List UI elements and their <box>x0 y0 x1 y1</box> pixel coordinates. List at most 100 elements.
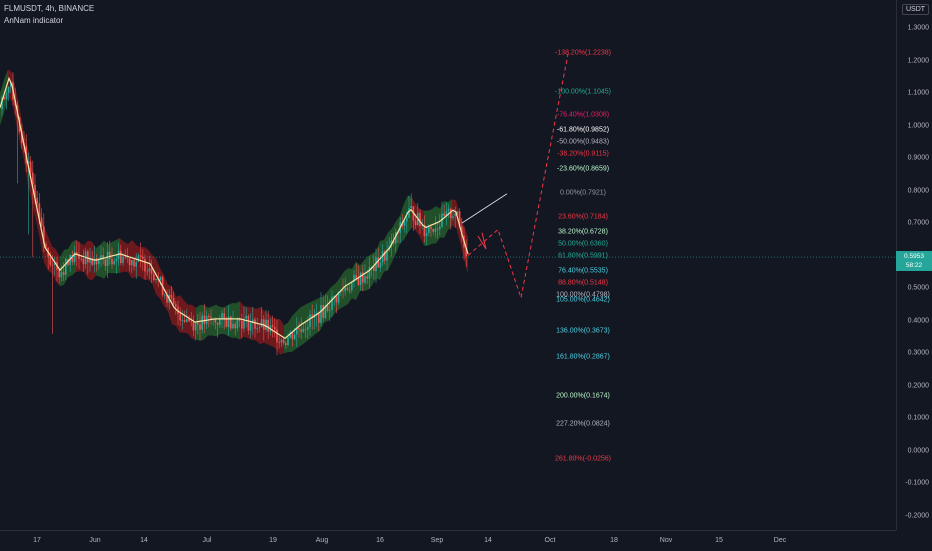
candle-body <box>133 260 135 267</box>
candle-body <box>373 266 375 272</box>
candle-body <box>386 250 388 261</box>
candle-body <box>3 97 5 100</box>
time-tick-label: Aug <box>315 537 329 544</box>
price-tick-label: 0.4000 <box>907 317 929 324</box>
candle-body <box>7 86 10 93</box>
candle-body <box>337 291 340 303</box>
candle-body <box>93 258 96 265</box>
candle-body <box>122 256 124 264</box>
candle-body <box>254 319 256 329</box>
candle-body <box>78 254 80 259</box>
candle-body <box>454 213 456 217</box>
symbol-title[interactable]: FLMUSDT, 4h, BINANCE <box>4 4 95 13</box>
candle-body <box>285 343 287 346</box>
candle-body <box>344 287 346 292</box>
candle-body <box>172 297 175 305</box>
candle-body <box>445 211 448 216</box>
candle-body <box>452 216 454 219</box>
candle-body <box>21 131 23 144</box>
candle-body <box>150 268 153 274</box>
candle-body <box>10 82 12 87</box>
candle-body <box>430 227 432 229</box>
candle-body <box>419 212 421 226</box>
bar-countdown: 58:22 <box>905 262 923 269</box>
candle-body <box>298 328 300 330</box>
candle-body <box>227 316 230 328</box>
price-tick-label: 0.9000 <box>907 154 929 162</box>
fib-level-label: -100.00%(1.1045) <box>554 88 612 96</box>
candle-body <box>392 240 395 244</box>
candle-body <box>421 225 423 226</box>
fib-level-label: 0.00%(0.7921) <box>560 189 606 197</box>
candle-body <box>434 228 437 232</box>
candle-body <box>260 319 263 328</box>
candle-body <box>322 305 324 318</box>
candle-body <box>465 247 467 257</box>
candle-body <box>186 319 188 322</box>
candle-body <box>258 327 261 329</box>
candle-body <box>38 203 41 218</box>
time-tick-label: 18 <box>610 537 618 544</box>
cloud-band <box>424 210 428 246</box>
candle-body <box>80 258 82 260</box>
candle-body <box>221 313 223 319</box>
candle-body <box>76 252 78 255</box>
cloud-band <box>212 304 216 337</box>
candle-body <box>348 289 351 291</box>
candle-body <box>329 309 331 311</box>
candle-body <box>324 305 327 318</box>
candle-body <box>60 271 63 278</box>
candle-body <box>159 276 162 281</box>
candle-body <box>89 258 91 263</box>
candle-body <box>436 228 439 230</box>
candle-body <box>355 274 357 279</box>
candle-body <box>65 258 67 275</box>
time-tick-label: 16 <box>376 537 384 544</box>
time-axis[interactable]: 17 Jun 14 Jul 19 Aug 16 Sep 14 Oct 18 Nov 15 Dec <box>0 530 896 551</box>
candle-body <box>203 315 206 325</box>
candle-body <box>183 320 186 322</box>
candle-body <box>423 225 426 237</box>
time-tick-label: Jul <box>202 537 212 544</box>
price-chart[interactable] <box>0 0 896 530</box>
candle-body <box>282 339 285 344</box>
candle-body <box>410 206 412 209</box>
candle-body <box>73 252 76 262</box>
candle-body <box>190 321 192 323</box>
candle-body <box>381 251 384 263</box>
candle-body <box>447 208 450 212</box>
candle-body <box>36 198 38 204</box>
time-tick-label: Sep <box>430 537 444 544</box>
candle-body <box>29 161 32 173</box>
candle-body <box>194 322 197 331</box>
price-tick-label: -0.2000 <box>905 512 929 519</box>
price-tick-label: 0.2000 <box>907 382 929 389</box>
candle-body <box>62 271 65 275</box>
candle-body <box>366 276 368 279</box>
candle-body <box>234 323 236 329</box>
cloud-band <box>436 206 440 244</box>
fib-level-label: -61.80%(0.9852) <box>556 126 610 134</box>
candle-body <box>49 256 52 265</box>
candle-body <box>439 226 441 230</box>
candle-body <box>100 255 102 260</box>
candle-body <box>179 313 181 321</box>
chart-area[interactable]: FLMUSDT, 4h, BINANCE AnNam indicator -13… <box>0 0 896 530</box>
candle-body <box>357 278 360 286</box>
fib-level-label: 261.80%(-0.0256) <box>554 455 612 463</box>
candle-body <box>124 256 126 258</box>
candle-body <box>315 312 318 315</box>
price-tick-label: -0.1000 <box>905 479 929 487</box>
candle-body <box>370 266 373 268</box>
candle-body <box>267 319 269 332</box>
cloud-band <box>312 299 316 338</box>
price-tick-label: 0.3000 <box>907 349 929 357</box>
price-tick-label: 1.1000 <box>907 89 929 97</box>
indicator-label[interactable]: AnNam indicator <box>4 16 64 25</box>
time-tick-label: Dec <box>773 537 787 544</box>
candle-body <box>309 314 311 327</box>
currency-label[interactable]: USDT <box>902 4 930 15</box>
cloud-band <box>256 307 260 345</box>
candle-body <box>1 97 3 110</box>
candle-body <box>395 232 397 244</box>
